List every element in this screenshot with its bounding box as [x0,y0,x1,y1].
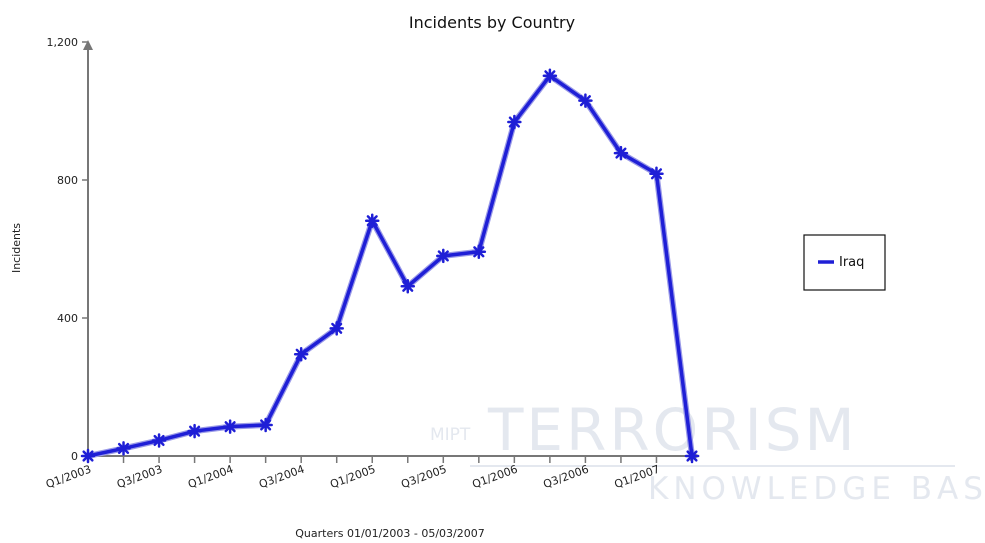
data-point [222,419,238,434]
data-point [151,433,167,448]
y-tick-label: 1,200 [47,36,79,49]
x-tick-label: Q1/2003 [44,463,93,491]
y-axis-label: Incidents [10,223,23,273]
data-point [293,346,309,362]
data-point [684,448,700,464]
data-point [649,166,664,182]
x-tick-label: Q3/2005 [399,463,448,491]
data-point [578,93,593,108]
watermark-line1: TERRORISM [487,396,858,464]
chart-title: Incidents by Country [409,13,575,32]
x-axis-label: Quarters 01/01/2003 - 05/03/2007 [295,527,485,540]
x-tick-label: Q1/2005 [328,463,377,491]
y-tick-label: 400 [57,312,78,325]
data-point [80,448,96,464]
data-point [258,417,273,433]
y-ticks: 0 400 800 1,200 [47,36,88,463]
y-tick-label: 0 [71,450,78,463]
watermark-prefix: MIPT [430,425,471,445]
x-tick-label: Q3/2004 [257,463,306,491]
data-point [329,321,344,336]
data-point [400,279,416,294]
watermark: MIPT TERRORISM KNOWLEDGE BASE [430,396,985,507]
legend-label-iraq: Iraq [839,255,864,270]
y-tick-label: 800 [57,174,78,187]
watermark-line2: KNOWLEDGE BASE [648,471,985,507]
x-tick-label: Q3/2003 [115,463,164,491]
data-point [507,114,522,130]
data-point [542,68,558,84]
legend-box [803,234,886,291]
data-point [116,441,131,456]
data-point [364,213,380,228]
data-point [613,145,629,161]
data-point [187,423,202,439]
data-point [471,244,487,260]
series-line-iraq [87,74,694,458]
series-layer [80,68,700,464]
y-axis-arrow [83,40,93,50]
data-point [436,248,451,264]
legend: Iraq [803,234,886,291]
x-tick-label: Q1/2004 [186,463,235,491]
